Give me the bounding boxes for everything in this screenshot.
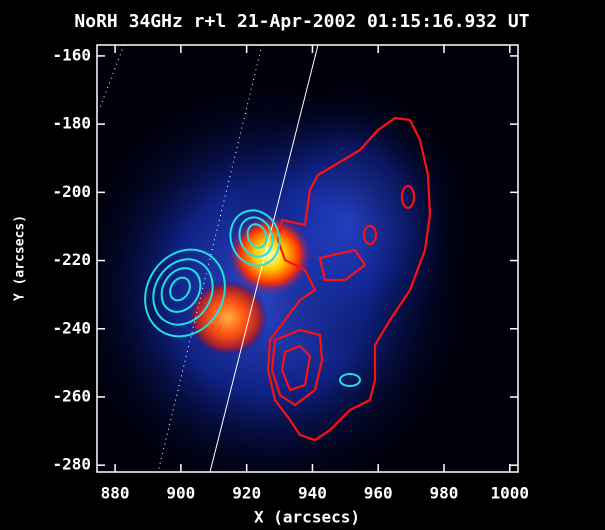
y-tick-label: -220 xyxy=(52,250,91,269)
x-tick-label: 1000 xyxy=(491,484,530,503)
y-tick-label: -260 xyxy=(52,386,91,405)
y-tick-label: -280 xyxy=(52,455,91,474)
x-tick-label: 980 xyxy=(430,484,459,503)
x-tick-label: 920 xyxy=(232,484,261,503)
x-tick-label: 960 xyxy=(364,484,393,503)
y-tick-label: -160 xyxy=(52,45,91,64)
y-axis-label: Y (arcsecs) xyxy=(13,215,28,301)
y-tick-label: -180 xyxy=(52,114,91,133)
image xyxy=(70,45,518,500)
x-tick-label: 880 xyxy=(101,484,130,503)
x-tick-label: 900 xyxy=(166,484,195,503)
y-tick-label: -200 xyxy=(52,182,91,201)
x-axis-label: X (arcsecs) xyxy=(254,508,360,527)
x-tick-label: 940 xyxy=(298,484,327,503)
y-tick-label: -240 xyxy=(52,318,91,337)
chart: NoRH 34GHz r+l 21-Apr-2002 01:15:16.932 … xyxy=(0,0,605,530)
chart-title: NoRH 34GHz r+l 21-Apr-2002 01:15:16.932 … xyxy=(74,11,529,32)
